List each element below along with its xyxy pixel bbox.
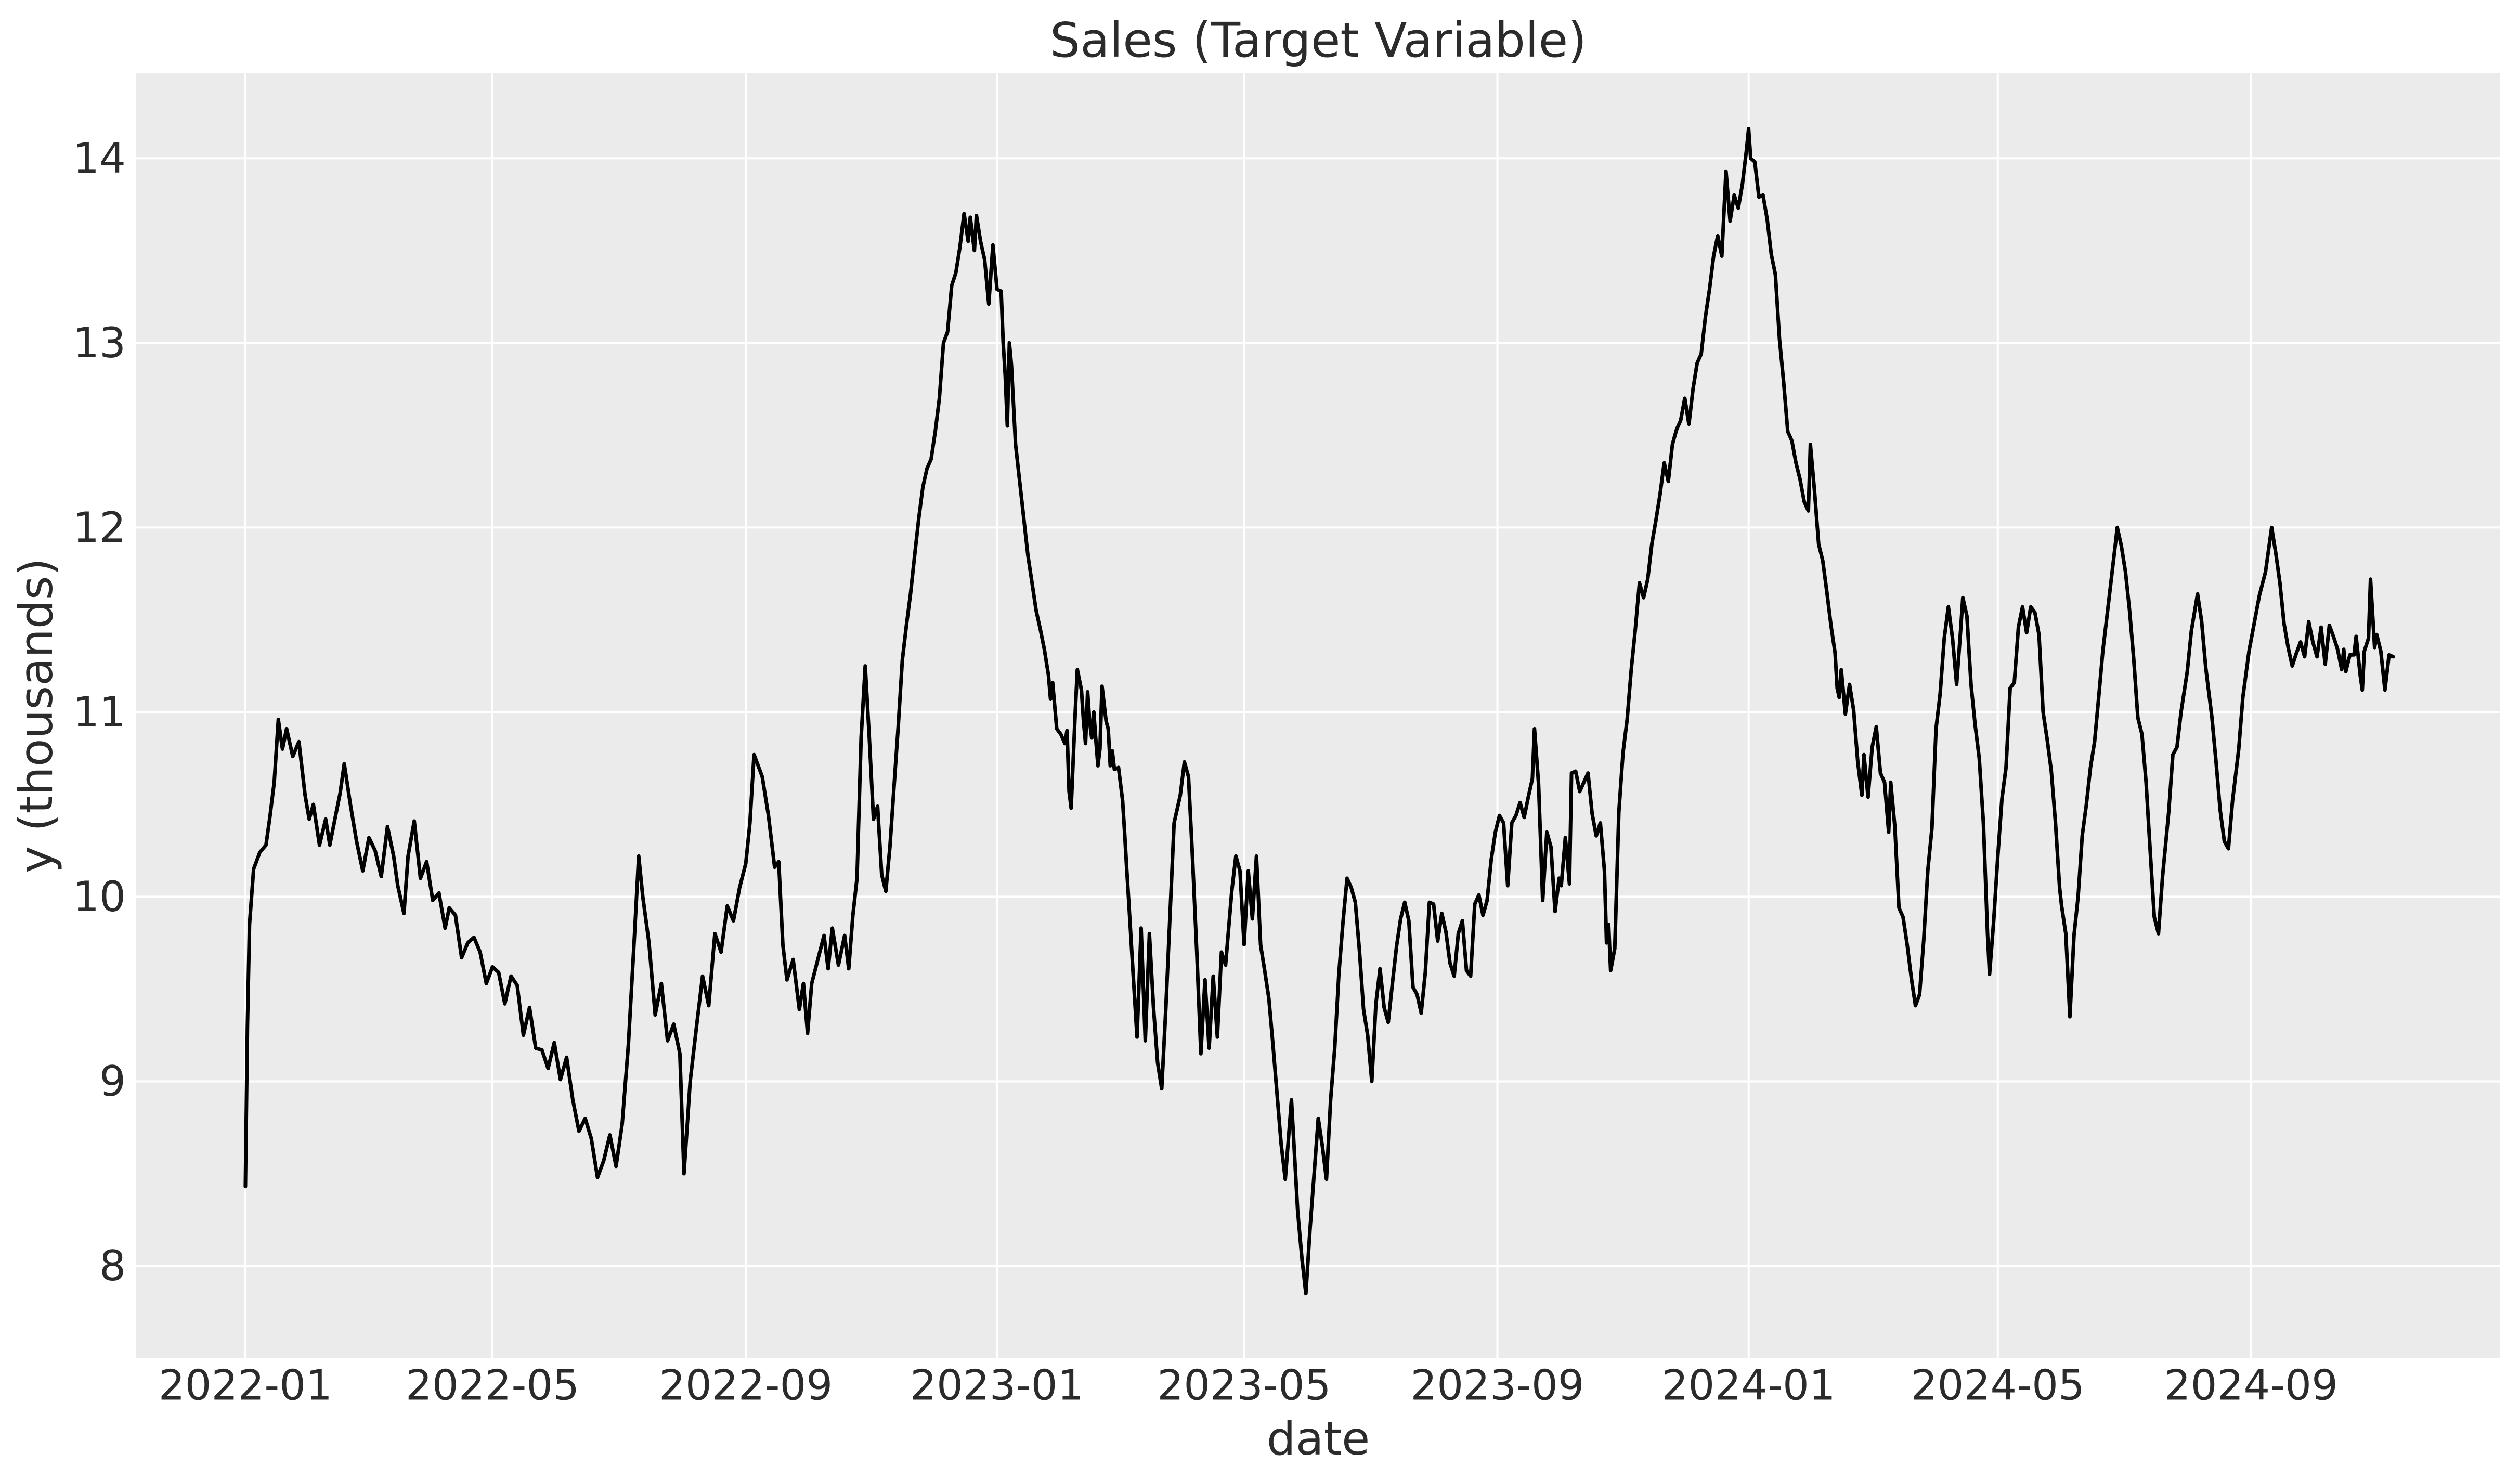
plot-area-background bbox=[136, 73, 2500, 1358]
x-tick-label: 2022-09 bbox=[659, 1361, 833, 1410]
y-tick-label: 14 bbox=[73, 134, 126, 183]
y-tick-label: 11 bbox=[73, 688, 126, 736]
x-tick-label: 2023-01 bbox=[910, 1361, 1084, 1410]
x-tick-label: 2024-09 bbox=[2164, 1361, 2338, 1410]
y-tick-label: 9 bbox=[99, 1057, 126, 1106]
y-axis-label: y (thousands) bbox=[9, 558, 63, 873]
x-tick-label: 2023-09 bbox=[1410, 1361, 1584, 1410]
x-tick-label: 2023-05 bbox=[1157, 1361, 1331, 1410]
x-tick-label: 2022-05 bbox=[406, 1361, 579, 1410]
y-tick-label: 12 bbox=[73, 503, 126, 552]
sales-line bbox=[243, 127, 2395, 1296]
x-tick-label: 2024-01 bbox=[1661, 1361, 1835, 1410]
y-tick-label: 13 bbox=[73, 319, 126, 367]
y-tick-label: 8 bbox=[99, 1242, 126, 1290]
chart-title: Sales (Target Variable) bbox=[1049, 12, 1587, 68]
y-tick-label: 10 bbox=[73, 873, 126, 921]
x-axis-label: date bbox=[1266, 1412, 1370, 1465]
x-tick-label: 2022-01 bbox=[159, 1361, 332, 1410]
x-tick-label: 2024-05 bbox=[1911, 1361, 2085, 1410]
